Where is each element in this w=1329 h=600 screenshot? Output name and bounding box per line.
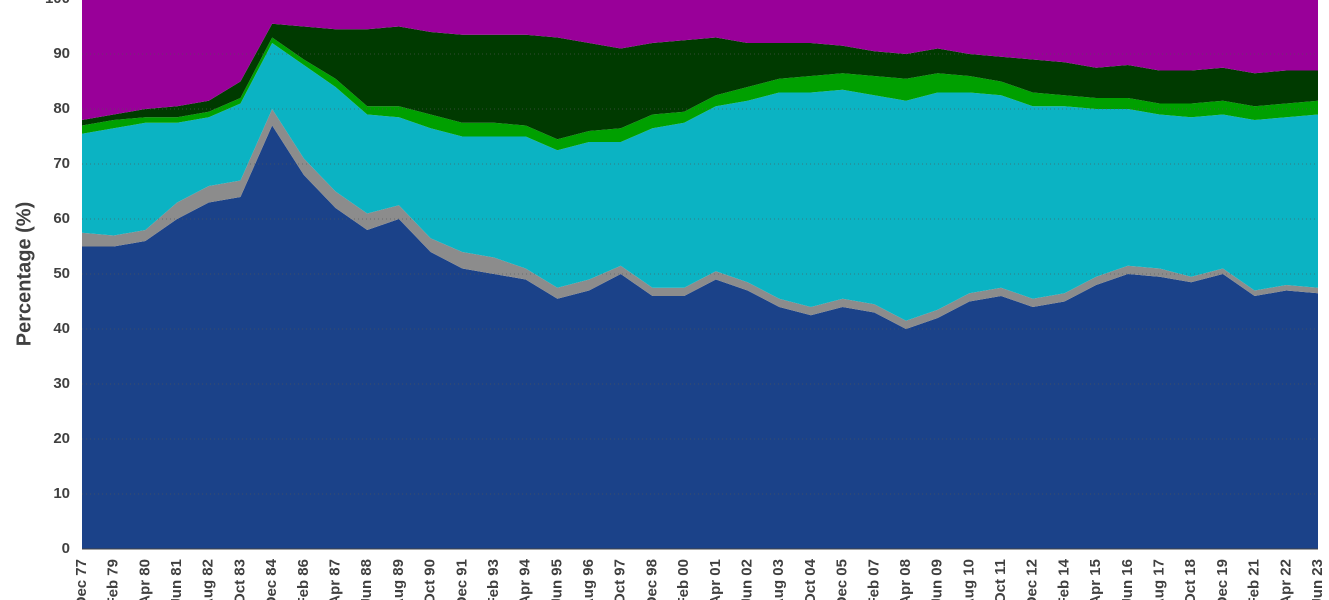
- y-tick-label: 10: [53, 485, 70, 502]
- area: [82, 0, 1318, 120]
- x-tick-label: Dec 05: [834, 559, 851, 600]
- x-tick-label: Jun 09: [929, 559, 946, 600]
- x-tick-label: Oct 18: [1182, 559, 1199, 600]
- y-tick-label: 0: [62, 540, 70, 557]
- y-tick-label: 50: [53, 265, 70, 282]
- x-tick-label: Oct 11: [992, 559, 1009, 600]
- x-tick-label: Dec 91: [453, 559, 470, 600]
- y-tick-label: 100: [45, 0, 70, 7]
- x-tick-label: Aug 89: [390, 559, 407, 600]
- y-tick-label: 80: [53, 100, 70, 117]
- x-tick-label: Jun 16: [1119, 559, 1136, 600]
- x-tick-label: Oct 90: [422, 559, 439, 600]
- area: [82, 125, 1318, 549]
- y-tick-label: 70: [53, 155, 70, 172]
- x-tick-label: Apr 22: [1277, 559, 1294, 600]
- area: [82, 23, 1318, 140]
- x-tick-label: Feb 21: [1246, 559, 1263, 600]
- x-tick-label: Feb 86: [295, 559, 312, 600]
- y-tick-label: 30: [53, 375, 70, 392]
- x-tick-label: Feb 79: [105, 559, 122, 600]
- x-tick-label: Aug 03: [770, 559, 787, 600]
- x-tick-label: Jun 02: [739, 559, 756, 600]
- x-tick-label: Jun 23: [1309, 559, 1326, 600]
- x-tick-label: Dec 84: [263, 558, 280, 600]
- x-tick-label: Feb 07: [865, 559, 882, 600]
- x-tick-label: Dec 12: [1024, 559, 1041, 600]
- x-tick-label: Dec 98: [643, 559, 660, 600]
- y-axis-label: Percentage (%): [13, 202, 35, 347]
- x-tick-label: Oct 04: [802, 558, 819, 600]
- y-tick-label: 90: [53, 45, 70, 62]
- x-tick-label: Aug 10: [960, 559, 977, 600]
- x-tick-label: Jun 88: [358, 559, 375, 600]
- x-tick-label: Apr 15: [1087, 559, 1104, 600]
- x-tick-label: Feb 93: [485, 559, 502, 600]
- x-tick-label: Aug 82: [200, 559, 217, 600]
- x-tick-label: Feb 00: [675, 559, 692, 600]
- x-tick-label: Aug 17: [1151, 559, 1168, 600]
- x-tick-label: Oct 97: [612, 559, 629, 600]
- x-tick-label: Oct 83: [231, 559, 248, 600]
- y-tick-label: 20: [53, 430, 70, 447]
- y-tick-label: 40: [53, 320, 70, 337]
- x-tick-label: Dec 77: [73, 559, 90, 600]
- x-tick-label: Jun 81: [168, 559, 185, 600]
- x-tick-label: Aug 96: [580, 559, 597, 600]
- y-tick-label: 60: [53, 210, 70, 227]
- area: [82, 43, 1318, 321]
- x-tick-label: Feb 14: [1055, 558, 1072, 600]
- x-tick-label: Apr 94: [517, 558, 534, 600]
- x-tick-label: Jun 95: [548, 559, 565, 600]
- x-tick-label: Apr 80: [136, 559, 153, 600]
- x-tick-label: Dec 19: [1214, 559, 1231, 600]
- x-tick-label: Apr 87: [327, 559, 344, 600]
- area: [82, 109, 1318, 329]
- x-tick-label: Apr 08: [897, 559, 914, 600]
- x-tick-label: Apr 01: [707, 559, 724, 600]
